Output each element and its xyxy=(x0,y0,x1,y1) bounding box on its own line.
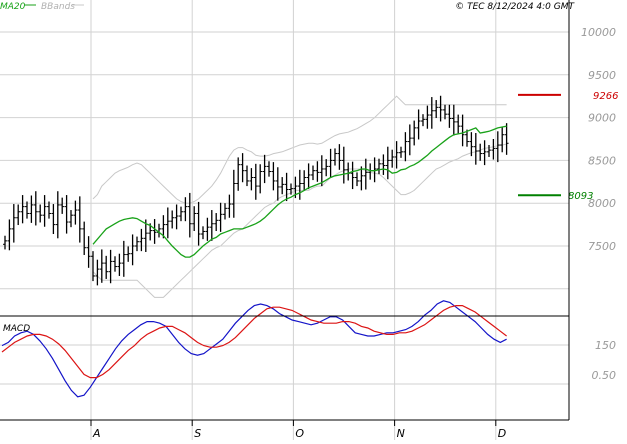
price-tick-label: 8000 xyxy=(588,197,616,210)
macd-line xyxy=(1,300,507,398)
bb-upper-line xyxy=(92,95,507,204)
month-tick-label: N xyxy=(397,427,405,440)
support-level-label: 8093 xyxy=(568,191,593,202)
copyright-text: © TEC 8/12/2024 4:0 GMT xyxy=(455,2,575,12)
month-tick-label: S xyxy=(194,427,201,440)
macd-tick-label: 150 xyxy=(595,339,616,352)
macd-signal-line xyxy=(1,305,507,379)
price-tick-label: 10000 xyxy=(581,26,616,39)
resistance-level-label: 9266 xyxy=(593,91,618,102)
macd-tick-label: 0.50 xyxy=(592,369,617,382)
ma-legend-label: MA20 xyxy=(0,2,26,12)
price-tick-label: 9000 xyxy=(588,112,616,125)
bb-legend-label: BBands xyxy=(41,2,75,12)
price-tick-label: 8500 xyxy=(588,154,616,167)
month-tick-label: O xyxy=(295,427,304,440)
month-tick-label: D xyxy=(498,427,506,440)
ma20-line xyxy=(92,125,507,258)
month-tick-label: A xyxy=(92,427,101,440)
price-tick-label: 9500 xyxy=(588,69,616,82)
price-tick-label: 7500 xyxy=(588,240,616,253)
macd-panel-label: MACD xyxy=(3,324,30,334)
